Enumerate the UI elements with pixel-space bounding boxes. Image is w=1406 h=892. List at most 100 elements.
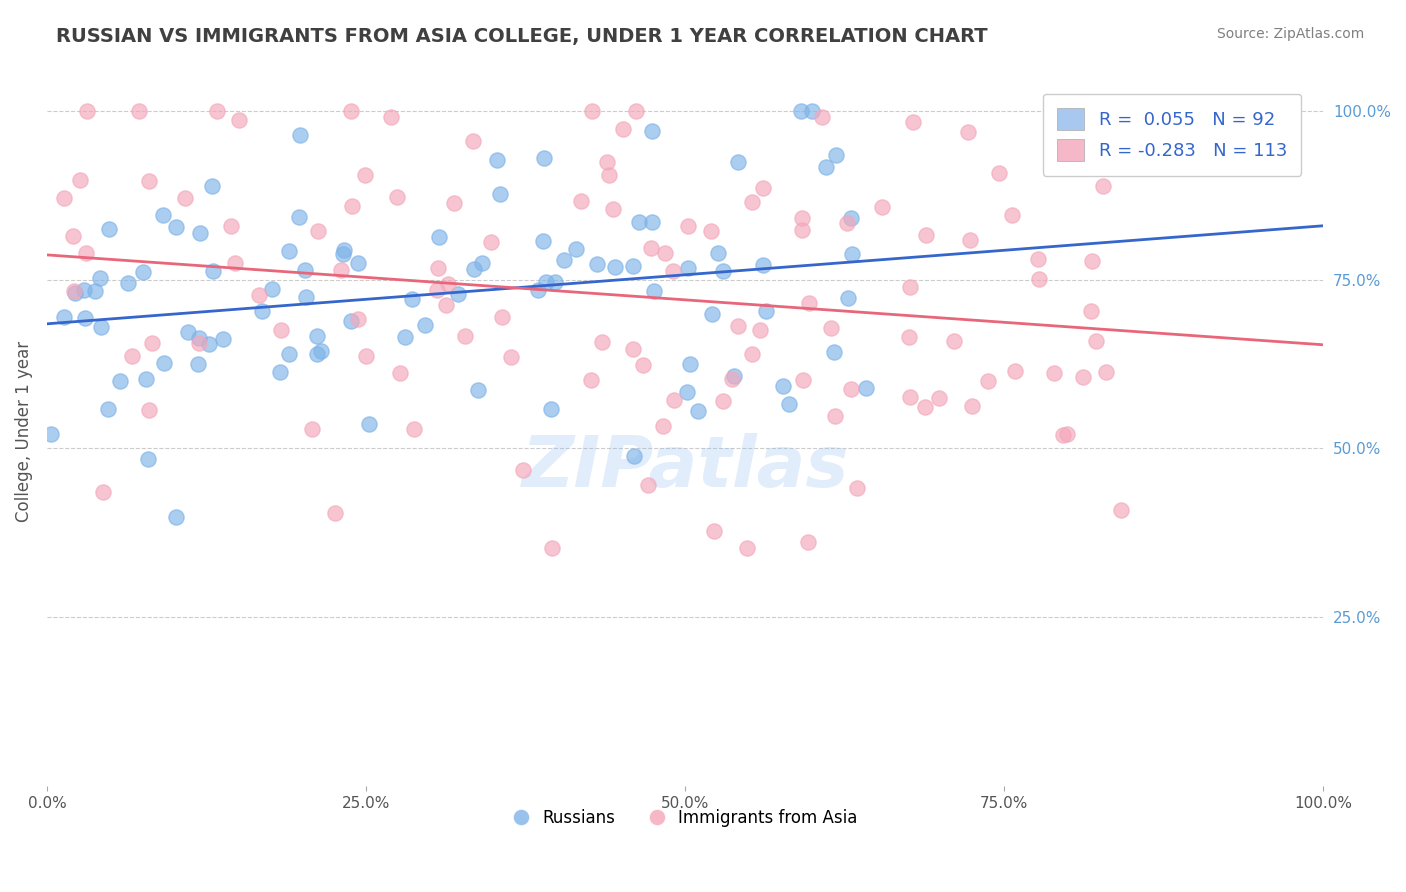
Point	[839, 382, 862, 396]
Point	[288, 210, 311, 224]
Point	[97, 222, 120, 236]
Point	[662, 263, 685, 277]
Point	[165, 510, 187, 524]
Point	[356, 349, 378, 363]
Point	[569, 194, 592, 209]
Point	[388, 366, 411, 380]
Point	[533, 151, 555, 165]
Point	[928, 391, 950, 405]
Point	[706, 245, 728, 260]
Point	[602, 202, 624, 217]
Point	[898, 390, 921, 404]
Point	[1001, 208, 1024, 222]
Y-axis label: College, Under 1 year: College, Under 1 year	[15, 341, 32, 522]
Point	[277, 244, 299, 259]
Point	[627, 215, 650, 229]
Point	[823, 345, 845, 359]
Point	[380, 110, 402, 124]
Point	[752, 258, 775, 272]
Point	[741, 195, 763, 210]
Point	[596, 155, 619, 169]
Point	[270, 323, 292, 337]
Point	[447, 286, 470, 301]
Point	[1080, 304, 1102, 318]
Point	[97, 402, 120, 417]
Point	[543, 275, 565, 289]
Point	[187, 335, 209, 350]
Point	[250, 304, 273, 318]
Point	[720, 372, 742, 386]
Point	[654, 245, 676, 260]
Point	[135, 372, 157, 386]
Point	[815, 160, 838, 174]
Point	[637, 477, 659, 491]
Point	[749, 323, 772, 337]
Point	[976, 374, 998, 388]
Point	[91, 484, 114, 499]
Point	[489, 187, 512, 202]
Point	[69, 173, 91, 187]
Point	[641, 124, 664, 138]
Point	[839, 211, 862, 225]
Point	[90, 319, 112, 334]
Point	[471, 256, 494, 270]
Point	[138, 403, 160, 417]
Point	[541, 541, 564, 556]
Point	[63, 284, 86, 298]
Point	[402, 421, 425, 435]
Point	[165, 220, 187, 235]
Point	[512, 463, 534, 477]
Point	[957, 125, 980, 139]
Point	[531, 234, 554, 248]
Point	[340, 199, 363, 213]
Point	[346, 256, 368, 270]
Point	[305, 347, 328, 361]
Point	[486, 153, 509, 168]
Point	[623, 449, 645, 463]
Point	[84, 284, 107, 298]
Point	[73, 283, 96, 297]
Text: Source: ZipAtlas.com: Source: ZipAtlas.com	[1216, 27, 1364, 41]
Point	[212, 333, 235, 347]
Point	[845, 481, 868, 495]
Point	[463, 134, 485, 148]
Point	[591, 334, 613, 349]
Point	[121, 349, 143, 363]
Point	[394, 330, 416, 344]
Point	[301, 422, 323, 436]
Point	[790, 223, 813, 237]
Point	[62, 229, 84, 244]
Point	[797, 295, 820, 310]
Point	[387, 190, 409, 204]
Point	[201, 178, 224, 193]
Point	[323, 506, 346, 520]
Point	[187, 357, 209, 371]
Point	[837, 291, 859, 305]
Point	[247, 288, 270, 302]
Point	[76, 104, 98, 119]
Point	[305, 329, 328, 343]
Point	[426, 283, 449, 297]
Point	[987, 166, 1010, 180]
Point	[837, 216, 859, 230]
Point	[914, 400, 936, 414]
Point	[437, 277, 460, 292]
Point	[1026, 252, 1049, 266]
Point	[491, 310, 513, 325]
Point	[581, 104, 603, 119]
Point	[413, 318, 436, 333]
Text: ZIPatlas: ZIPatlas	[522, 433, 849, 501]
Point	[612, 122, 634, 136]
Point	[52, 310, 75, 324]
Point	[354, 168, 377, 182]
Point	[443, 196, 465, 211]
Point	[1070, 110, 1092, 124]
Point	[735, 541, 758, 555]
Point	[778, 397, 800, 411]
Point	[713, 264, 735, 278]
Point	[501, 350, 523, 364]
Point	[141, 335, 163, 350]
Point	[872, 200, 894, 214]
Point	[117, 276, 139, 290]
Point	[898, 330, 921, 344]
